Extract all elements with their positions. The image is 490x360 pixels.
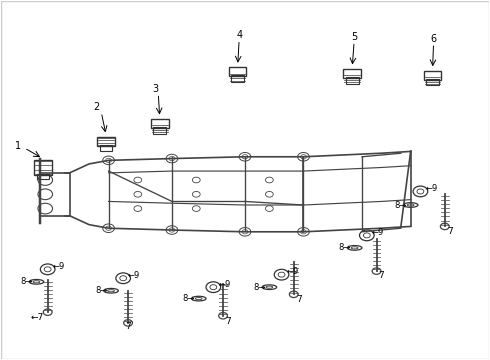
Text: 8→: 8→ [395,201,407,210]
Text: 4: 4 [236,30,242,40]
Bar [343,69,361,78]
Text: 8→: 8→ [183,294,195,303]
Text: ←9: ←9 [425,184,438,193]
Text: 7: 7 [125,322,131,331]
Bar [424,71,441,80]
Text: 8→: 8→ [21,277,33,286]
Text: 8→: 8→ [95,286,107,295]
Text: ←9: ←9 [287,267,299,276]
Bar [34,160,51,175]
Text: ←9: ←9 [128,271,140,280]
Text: ←7: ←7 [30,313,44,322]
Circle shape [239,228,251,236]
Text: 5: 5 [351,32,357,42]
Bar [229,67,246,76]
Bar [426,79,439,85]
Circle shape [297,153,309,161]
Bar [100,145,113,152]
Text: 2: 2 [93,102,99,112]
Text: ←9: ←9 [53,262,65,271]
Bar [151,119,169,128]
Circle shape [103,224,115,233]
Text: 7: 7 [296,295,301,304]
Bar [153,127,166,134]
Circle shape [239,153,251,161]
Circle shape [166,154,178,163]
Circle shape [297,228,309,236]
Text: 6: 6 [431,34,437,44]
Text: 7: 7 [225,316,231,325]
Text: 3: 3 [153,84,159,94]
Text: 1: 1 [15,141,22,151]
Circle shape [103,156,115,165]
Bar [346,77,359,84]
Bar [98,137,115,146]
Bar [37,174,49,179]
Text: 7: 7 [447,227,452,236]
Text: 8→: 8→ [339,243,351,252]
Circle shape [166,226,178,234]
Bar [231,75,244,82]
Text: 7: 7 [379,271,384,280]
Text: ←9: ←9 [372,228,384,237]
Text: ←9: ←9 [219,280,231,289]
Text: 8→: 8→ [253,283,266,292]
